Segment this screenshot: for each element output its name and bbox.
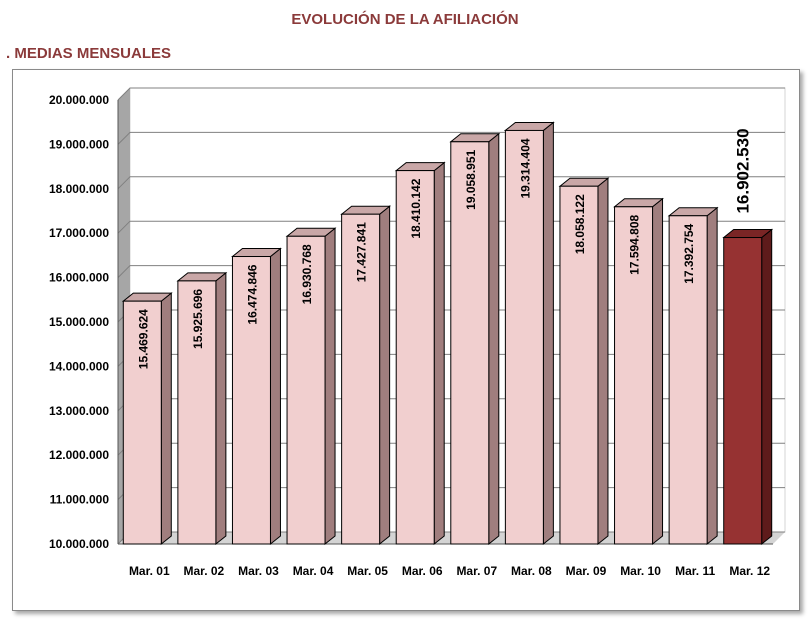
data-label: 18.410.142 <box>409 178 423 238</box>
bar-side <box>488 132 500 546</box>
data-label: 16.902.530 <box>734 128 753 213</box>
bar-side <box>597 177 609 546</box>
y-tick-label: 19.000.000 <box>49 137 109 151</box>
y-tick-label: 12.000.000 <box>49 448 109 462</box>
data-label: 19.314.404 <box>518 138 532 198</box>
bar <box>723 237 763 545</box>
bar <box>614 206 654 545</box>
bar-side <box>324 227 336 546</box>
x-tick-label: Mar. 02 <box>184 564 225 578</box>
y-tick-label: 18.000.000 <box>49 182 109 196</box>
x-tick-label: Mar. 05 <box>347 564 388 578</box>
x-tick-label: Mar. 03 <box>238 564 279 578</box>
data-label: 15.469.624 <box>136 309 150 369</box>
y-tick-label: 11.000.000 <box>50 493 110 507</box>
x-tick-label: Mar. 10 <box>620 564 661 578</box>
bar <box>286 235 326 545</box>
bar <box>450 141 490 545</box>
y-tick-label: 13.000.000 <box>49 404 109 418</box>
bar <box>341 213 381 545</box>
data-label: 17.594.808 <box>628 214 642 274</box>
x-tick-label: Mar. 09 <box>566 564 607 578</box>
gridline <box>117 131 785 145</box>
bar-side <box>433 161 445 546</box>
bar-side <box>379 205 391 546</box>
chart-title: EVOLUCIÓN DE LA AFILIACIÓN <box>291 11 519 28</box>
chart-area: 10.000.000 11.000.000 12.000.000 13.000.000… <box>12 69 800 611</box>
x-tick-label: Mar. 06 <box>402 564 443 578</box>
y-tick-label: 15.000.000 <box>49 315 109 329</box>
data-label: 19.058.951 <box>464 149 478 209</box>
bar-side <box>160 292 172 546</box>
bar-side <box>269 247 281 546</box>
y-tick-label: 10.000.000 <box>49 537 109 551</box>
x-tick-label: Mar. 11 <box>675 564 715 578</box>
y-tick-label: 14.000.000 <box>49 359 109 373</box>
bar-side <box>215 271 227 546</box>
data-label: 15.925.696 <box>191 289 205 349</box>
bar <box>231 256 271 545</box>
bar-side <box>542 121 554 546</box>
bar-side <box>652 197 664 546</box>
data-label: 16.474.846 <box>245 264 259 324</box>
data-label: 18.058.122 <box>573 194 587 254</box>
bar <box>559 185 599 545</box>
bar <box>122 300 162 545</box>
bar-side <box>706 206 718 546</box>
bar-side <box>761 228 773 546</box>
x-tick-label: Mar. 04 <box>293 564 334 578</box>
y-tick-label: 20.000.000 <box>49 93 109 107</box>
y-tick-label: 16.000.000 <box>49 271 109 285</box>
x-tick-label: Mar. 07 <box>456 564 497 578</box>
data-label: 17.427.841 <box>355 222 369 282</box>
bar <box>504 129 544 545</box>
chart-subtitle: . MEDIAS MENSUALES <box>6 45 172 62</box>
bar <box>395 170 435 545</box>
data-label: 16.930.768 <box>300 244 314 304</box>
bar <box>668 215 708 545</box>
bar <box>177 280 217 545</box>
gridline <box>117 87 785 101</box>
x-tick-label: Mar. 01 <box>129 564 170 578</box>
bar-chart: 10.000.000 11.000.000 12.000.000 13.000.000… <box>49 87 786 578</box>
x-tick-label: Mar. 12 <box>729 564 770 578</box>
data-label: 17.392.754 <box>682 223 696 283</box>
y-tick-label: 17.000.000 <box>49 226 109 240</box>
x-tick-label: Mar. 08 <box>511 564 552 578</box>
gridline <box>117 176 785 190</box>
